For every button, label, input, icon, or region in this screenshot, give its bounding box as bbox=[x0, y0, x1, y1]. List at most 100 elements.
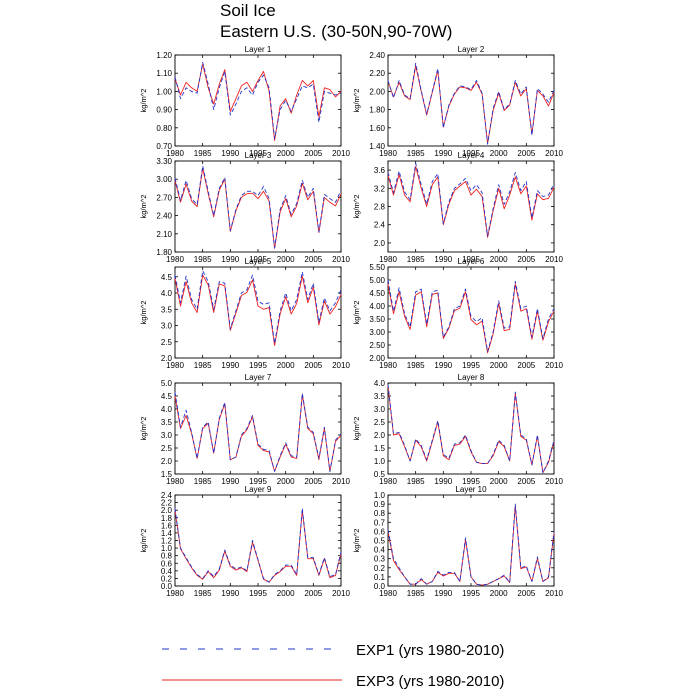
y-tick-label: 2.0 bbox=[161, 457, 173, 466]
panel-title: Layer 7 bbox=[245, 373, 272, 382]
x-tick-label: 1980 bbox=[166, 589, 184, 598]
series-line-exp1 bbox=[387, 503, 555, 586]
x-tick-label: 1985 bbox=[407, 589, 425, 598]
y-tick-label: 4.0 bbox=[374, 379, 386, 388]
x-tick-label: 1995 bbox=[462, 255, 480, 264]
y-tick-label: 0.2 bbox=[161, 574, 173, 583]
x-tick-label: 1980 bbox=[166, 149, 184, 158]
y-tick-label: 3.5 bbox=[161, 305, 173, 314]
y-tick-label: 0.80 bbox=[156, 124, 172, 133]
series-line-exp3 bbox=[387, 166, 555, 238]
series-line-exp3 bbox=[387, 283, 555, 354]
y-tick-label: 2.5 bbox=[161, 444, 173, 453]
y-axis-label: kg/m^2 bbox=[139, 89, 148, 113]
x-tick-label: 1990 bbox=[434, 361, 452, 370]
panel-title: Layer 9 bbox=[245, 485, 272, 494]
y-tick-label: 1.80 bbox=[369, 106, 385, 115]
y-tick-label: 2.0 bbox=[374, 239, 386, 248]
y-tick-label: 2.20 bbox=[369, 69, 385, 78]
y-tick-label: 0.1 bbox=[374, 573, 386, 582]
y-tick-label: 1.40 bbox=[369, 142, 385, 151]
x-tick-label: 1980 bbox=[166, 361, 184, 370]
plot-frame bbox=[387, 494, 555, 587]
x-tick-label: 1980 bbox=[379, 361, 397, 370]
y-tick-label: 3.00 bbox=[156, 175, 172, 184]
panel-title: Layer 4 bbox=[458, 151, 485, 160]
panel-layer-8: Layer 8 kg/m^2 0.5 1.0 1.5 2.0 2.5 3.0 3.5 4.0 198… bbox=[352, 373, 563, 486]
y-tick-label: 2.70 bbox=[156, 193, 172, 202]
series-line-exp3 bbox=[174, 274, 342, 347]
x-tick-label: 2005 bbox=[304, 477, 322, 486]
x-tick-label: 1995 bbox=[249, 477, 267, 486]
x-tick-label: 1985 bbox=[407, 477, 425, 486]
y-tick-label: 0.2 bbox=[374, 564, 386, 573]
y-tick-label: 4.0 bbox=[161, 289, 173, 298]
y-tick-label: 4.00 bbox=[369, 302, 385, 311]
y-tick-label: 0.8 bbox=[161, 552, 173, 561]
y-tick-label: 3.0 bbox=[161, 431, 173, 440]
series-line-exp1 bbox=[174, 165, 342, 249]
x-tick-label: 1985 bbox=[194, 361, 212, 370]
plot-frame bbox=[174, 494, 342, 587]
y-tick-label: 1.8 bbox=[161, 514, 173, 523]
legend: EXP1 (yrs 1980-2010) EXP3 (yrs 1980-2010… bbox=[162, 642, 504, 690]
figure-title-line1: Soil Ice bbox=[220, 1, 276, 20]
y-tick-label: 2.8 bbox=[374, 203, 386, 212]
y-tick-label: 0.4 bbox=[161, 567, 173, 576]
panel-layer-3: Layer 3kg/m^21.802.102.402.703.003.30198… bbox=[139, 151, 350, 264]
y-tick-label: 3.30 bbox=[156, 157, 172, 166]
x-tick-label: 1985 bbox=[194, 589, 212, 598]
panel-layer-9: Layer 9 kg/m^2 0.00.20.40.60.81.01.21.41.6… bbox=[139, 485, 350, 598]
x-tick-label: 1985 bbox=[407, 361, 425, 370]
y-tick-label: 1.5 bbox=[374, 444, 386, 453]
x-tick-label: 2010 bbox=[545, 589, 563, 598]
y-tick-label: 2.4 bbox=[374, 221, 386, 230]
y-tick-label: 5.00 bbox=[369, 276, 385, 285]
series-line-exp3 bbox=[387, 65, 555, 144]
y-tick-label: 2.0 bbox=[374, 431, 386, 440]
x-tick-label: 2000 bbox=[490, 477, 508, 486]
series-line-exp1 bbox=[174, 507, 342, 583]
y-tick-label: 0.6 bbox=[374, 527, 386, 536]
y-tick-label: 4.5 bbox=[161, 273, 173, 282]
y-tick-label: 2.0 bbox=[161, 506, 173, 515]
plot-frame bbox=[174, 382, 342, 475]
x-tick-label: 2010 bbox=[332, 149, 350, 158]
panel-layer-10: Layer 10kg/m^20.00.10.20.30.40.50.60.70.… bbox=[352, 485, 563, 598]
y-tick-label: 1.60 bbox=[369, 124, 385, 133]
series-line-exp3 bbox=[174, 509, 342, 583]
panel-title: Layer 6 bbox=[458, 257, 485, 266]
series-line-exp3 bbox=[174, 394, 342, 472]
x-tick-label: 2010 bbox=[332, 589, 350, 598]
x-tick-label: 2005 bbox=[304, 589, 322, 598]
y-axis-label: kg/m^2 bbox=[139, 301, 148, 325]
x-tick-label: 1990 bbox=[221, 149, 239, 158]
x-tick-label: 2005 bbox=[517, 589, 535, 598]
y-tick-label: 1.6 bbox=[161, 521, 173, 530]
series-line-exp1 bbox=[174, 392, 342, 472]
x-tick-label: 1995 bbox=[462, 589, 480, 598]
x-tick-label: 2005 bbox=[517, 361, 535, 370]
y-tick-label: 2.5 bbox=[161, 338, 173, 347]
y-tick-label: 1.80 bbox=[156, 248, 172, 257]
x-tick-label: 1995 bbox=[249, 589, 267, 598]
x-tick-label: 1990 bbox=[434, 255, 452, 264]
y-tick-label: 2.10 bbox=[156, 230, 172, 239]
x-tick-label: 2010 bbox=[545, 149, 563, 158]
series-line-exp1 bbox=[387, 62, 555, 145]
x-tick-label: 1980 bbox=[379, 149, 397, 158]
x-tick-label: 2010 bbox=[545, 477, 563, 486]
x-tick-label: 1990 bbox=[221, 361, 239, 370]
panel-title: Layer 1 bbox=[245, 45, 272, 54]
x-tick-label: 1985 bbox=[194, 255, 212, 264]
x-tick-label: 2000 bbox=[490, 149, 508, 158]
x-tick-label: 1985 bbox=[194, 149, 212, 158]
panel-layer-7: Layer 7 kg/m^2 1.5 2.0 2.5 3.0 3.5 4.0 4.5 5.0 198… bbox=[139, 373, 350, 486]
x-tick-label: 2010 bbox=[332, 361, 350, 370]
x-tick-label: 1985 bbox=[407, 149, 425, 158]
y-tick-label: 0.6 bbox=[161, 559, 173, 568]
y-tick-label: 5.50 bbox=[369, 263, 385, 272]
panel-title: Layer 5 bbox=[245, 257, 272, 266]
panel-layer-5: Layer 5 kg/m^2 2.0 2.5 3.0 3.5 4.0 4.5 1980 1985 1… bbox=[139, 257, 350, 370]
y-axis-label: kg/m^2 bbox=[352, 301, 361, 325]
